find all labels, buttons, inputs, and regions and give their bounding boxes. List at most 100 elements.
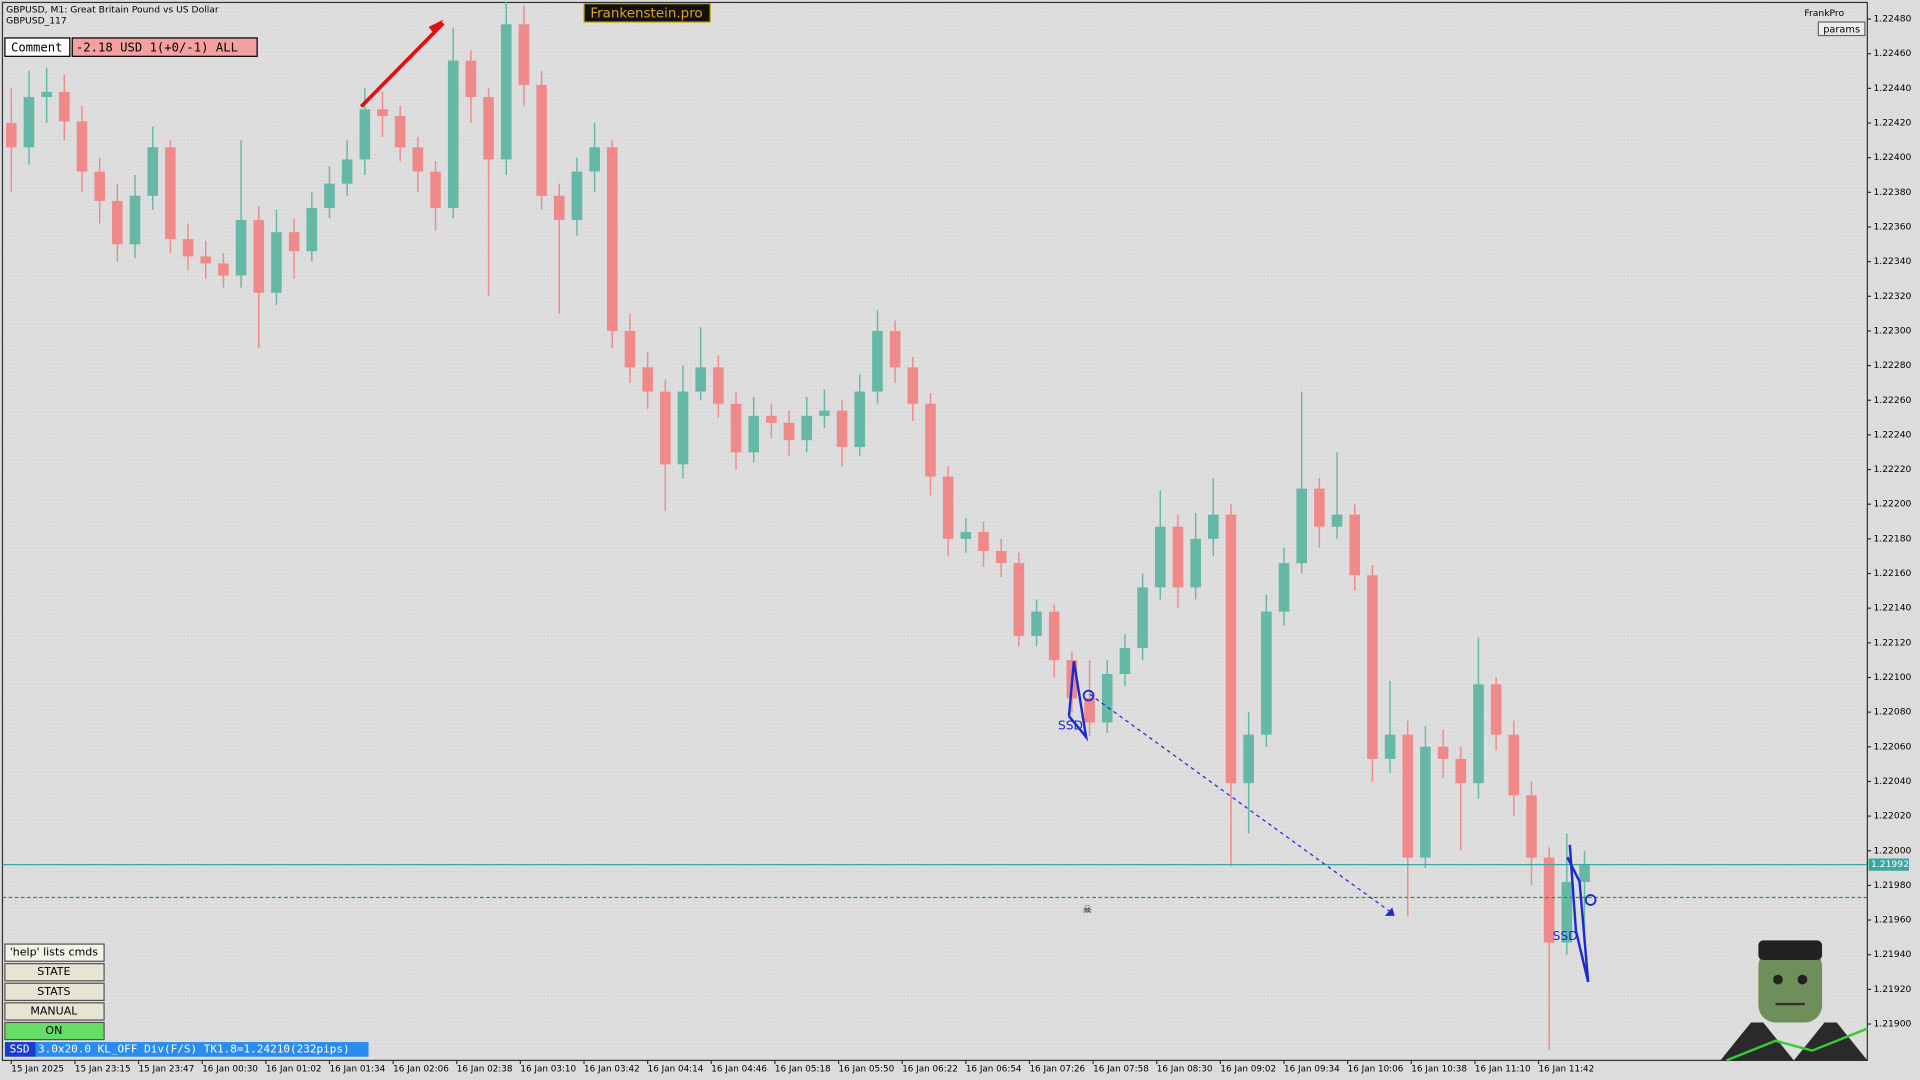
candle-body	[235, 220, 247, 276]
candle-body	[76, 121, 88, 172]
candle-body	[359, 109, 371, 160]
x-tick-label: 16 Jan 06:54	[966, 1064, 1022, 1074]
y-tick-label: 1.22000	[1873, 845, 1911, 856]
y-tick-label: 1.21980	[1873, 880, 1911, 891]
symbol-title: GBPUSD, M1: Great Britain Pound vs US Do…	[6, 4, 219, 15]
candle-body	[1490, 684, 1502, 735]
x-tick-label: 16 Jan 01:34	[329, 1064, 385, 1074]
candle-body	[1137, 587, 1148, 649]
comment-label-box	[4, 37, 71, 57]
y-tick-label: 1.22420	[1873, 118, 1911, 129]
y-tick-label: 1.22140	[1873, 603, 1911, 614]
x-tick-label: 16 Jan 06:22	[902, 1064, 958, 1074]
candle-body	[553, 195, 565, 221]
user-label: FrankPro	[1804, 8, 1844, 19]
x-tick-label: 16 Jan 11:10	[1475, 1064, 1531, 1074]
x-tick-label: 16 Jan 09:34	[1284, 1064, 1340, 1074]
candle-body	[324, 183, 335, 208]
candle-body	[571, 171, 583, 221]
candle-body	[377, 109, 388, 117]
candle-body	[430, 171, 441, 208]
y-tick-label: 1.22340	[1873, 256, 1911, 267]
candle-body	[253, 220, 265, 293]
on-button[interactable]	[4, 1021, 105, 1041]
button-label: ON	[45, 1024, 62, 1037]
candle-body	[500, 24, 512, 160]
candle-body	[536, 84, 547, 196]
candle-body	[748, 415, 760, 453]
candle-body	[836, 410, 848, 448]
manual-button[interactable]	[4, 1002, 105, 1021]
candle-body	[1208, 514, 1219, 539]
price-label: 1.21992	[1871, 859, 1909, 870]
y-tick-label: 1.22240	[1873, 429, 1911, 440]
candle-body	[465, 60, 477, 98]
y-tick-label: 1.22460	[1873, 48, 1911, 59]
candle-body	[1243, 734, 1254, 784]
candle-body	[112, 200, 123, 245]
candle-body	[942, 476, 954, 539]
candle-body	[766, 415, 777, 423]
candle-body	[978, 531, 989, 551]
help-text: 'help' lists cmds	[10, 946, 99, 959]
y-tick-label: 1.22400	[1873, 152, 1911, 163]
candle-body	[23, 97, 35, 148]
y-tick-label: 1.22060	[1873, 741, 1911, 752]
candle-body	[1225, 514, 1237, 784]
help-box	[4, 943, 105, 962]
candle-body	[1119, 648, 1131, 675]
candle-body	[394, 116, 406, 148]
candle-body	[819, 410, 830, 416]
y-tick-label: 1.22100	[1873, 672, 1911, 683]
x-tick-label: 16 Jan 07:58	[1093, 1064, 1149, 1074]
candle-body	[854, 391, 866, 448]
y-tick-label: 1.22440	[1873, 83, 1911, 94]
candle-body	[1314, 488, 1325, 527]
candle-body	[483, 97, 494, 160]
y-tick-label: 1.22320	[1873, 291, 1911, 302]
candle-body	[1455, 758, 1467, 784]
candle-body	[218, 263, 229, 276]
candle-body	[1579, 864, 1590, 882]
candle-body	[589, 147, 600, 172]
candle-body	[94, 171, 105, 201]
status-text: 3.0x20.0 KL_OFF Div(F/S) TK1.8=1.24210(2…	[38, 1042, 350, 1055]
x-tick-label: 16 Jan 08:30	[1157, 1064, 1213, 1074]
state-button[interactable]	[4, 963, 105, 982]
candle-body	[200, 256, 212, 264]
candle-body	[606, 147, 618, 331]
candle-body	[5, 123, 17, 148]
trend-arrow	[359, 21, 445, 108]
stats-button[interactable]	[4, 982, 105, 1002]
candle-body	[1367, 575, 1378, 759]
button-label: MANUAL	[30, 1004, 78, 1017]
x-tick-label: 16 Jan 11:42	[1539, 1064, 1595, 1074]
account-label: GBPUSD_117	[6, 15, 67, 26]
candle-body	[518, 24, 530, 85]
candle-body	[182, 239, 194, 257]
y-tick-label: 1.22220	[1873, 464, 1911, 475]
pattern-shape	[1566, 844, 1590, 983]
candle-body	[889, 330, 901, 368]
candle-body	[129, 195, 141, 245]
candle-body	[1172, 526, 1184, 588]
x-tick-label: 16 Jan 10:38	[1411, 1064, 1467, 1074]
pattern-shape	[1067, 661, 1089, 742]
button-label: STATS	[37, 985, 70, 998]
trade-marker	[1584, 894, 1597, 906]
y-tick-label: 1.22260	[1873, 395, 1911, 406]
y-tick-label: 1.21920	[1873, 984, 1911, 995]
candle-body	[695, 367, 706, 392]
candle-body	[41, 91, 52, 98]
params-button[interactable]	[1817, 21, 1866, 37]
candle-body	[995, 550, 1007, 564]
candle-body	[1278, 563, 1290, 612]
candle-body	[1508, 734, 1520, 796]
y-tick-label: 1.22080	[1873, 707, 1911, 718]
candle-body	[1331, 514, 1343, 527]
x-tick-label: 15 Jan 23:15	[75, 1064, 131, 1074]
candle-body	[1154, 526, 1166, 588]
candle-body	[1473, 684, 1484, 784]
x-tick-label: 15 Jan 23:47	[139, 1064, 195, 1074]
candle-body	[341, 159, 353, 184]
